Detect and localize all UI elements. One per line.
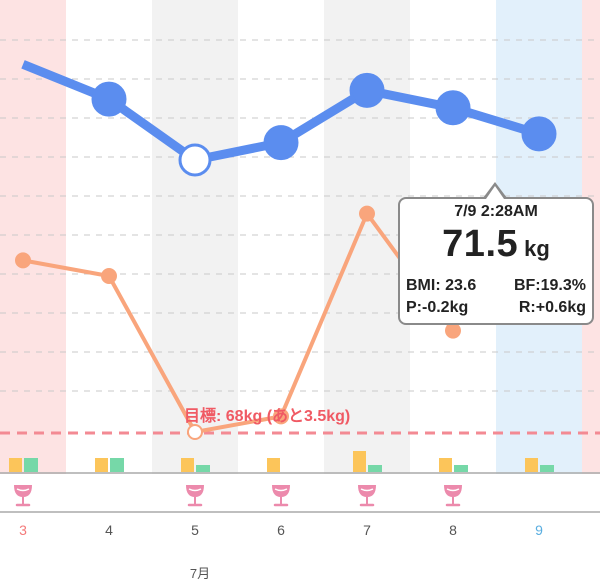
activity-bar-green [110,458,124,472]
day-label[interactable]: 8 [449,522,457,538]
activity-bar-green [368,465,382,472]
day-label[interactable]: 9 [535,522,543,538]
weight-point [349,72,385,108]
wine-glass-icon [14,485,32,507]
tooltip-r: R:+0.6kg [518,299,586,316]
weight-series [21,60,557,177]
drink-row-bg [0,474,600,512]
activity-area [0,451,600,513]
wine-glass-shine [360,488,374,492]
month-label: 7月 [189,566,211,581]
goal-label: 目標: 68kg (あと3.5kg) [184,408,351,425]
day-label[interactable]: 4 [105,522,113,538]
body-fat-point [445,322,461,339]
wine-glass-icon [186,485,204,507]
activity-bar-green [24,458,38,472]
wine-glass-shine [16,488,30,492]
tooltip-weight-unit: kg [524,236,550,261]
tooltip-bf: BF:19.3% [513,277,586,294]
day-column-bg [0,0,66,512]
tooltip-row-bmi-bf: BMI: 23.6 BF:19.3% [406,277,586,295]
measurement-tooltip[interactable]: 7/9 2:28AM 71.5 kg BMI: 23.6 BF:19.3% P:-… [398,197,594,325]
tooltip-pointer-inner [486,186,504,199]
wine-glass-shine [446,488,460,492]
day-column-bg [238,0,324,512]
tooltip-time: 7/9 2:28AM [454,203,538,220]
activity-bar-green [196,465,210,472]
activity-bar-yellow [525,458,538,472]
activity-bar-yellow [95,458,108,472]
activity-bar-yellow [9,458,22,472]
body-fat-point [187,424,203,440]
body-fat-series [15,205,461,440]
body-fat-point [273,408,289,425]
day-label[interactable]: 6 [277,522,285,538]
weight-point [435,90,471,126]
activity-bar-yellow [439,458,452,472]
weight-point [521,116,557,152]
tooltip-p: P:-0.2kg [406,299,469,316]
activity-bar-yellow [181,458,194,472]
body-fat-point [101,268,117,284]
weight-point [263,125,299,161]
tooltip-row-p-r: P:-0.2kg R:+0.6kg [406,299,586,317]
wine-glass-icon [358,485,376,507]
day-label[interactable]: 5 [191,522,199,538]
body-fat-point [15,252,31,269]
tooltip-weight-value: 71.5 [442,223,519,265]
activity-bar-green [540,465,554,472]
day-label[interactable]: 7 [363,522,371,538]
wine-glass-icon [444,485,462,507]
activity-bar-yellow [353,451,366,472]
day-label[interactable]: 3 [19,522,27,538]
day-column-bg [66,0,152,512]
wine-glass-shine [274,488,288,492]
weight-point [178,143,212,177]
weight-point [91,81,127,117]
tooltip-bmi: BMI: 23.6 [406,277,477,294]
wine-glass-shine [188,488,202,492]
wine-glass-icon [272,485,290,507]
body-fat-line [22,211,455,434]
body-fat-point [359,205,375,222]
tooltip-weight: 71.5 kg [400,223,592,266]
activity-bar-green [454,465,468,472]
activity-bar-yellow [267,458,280,472]
